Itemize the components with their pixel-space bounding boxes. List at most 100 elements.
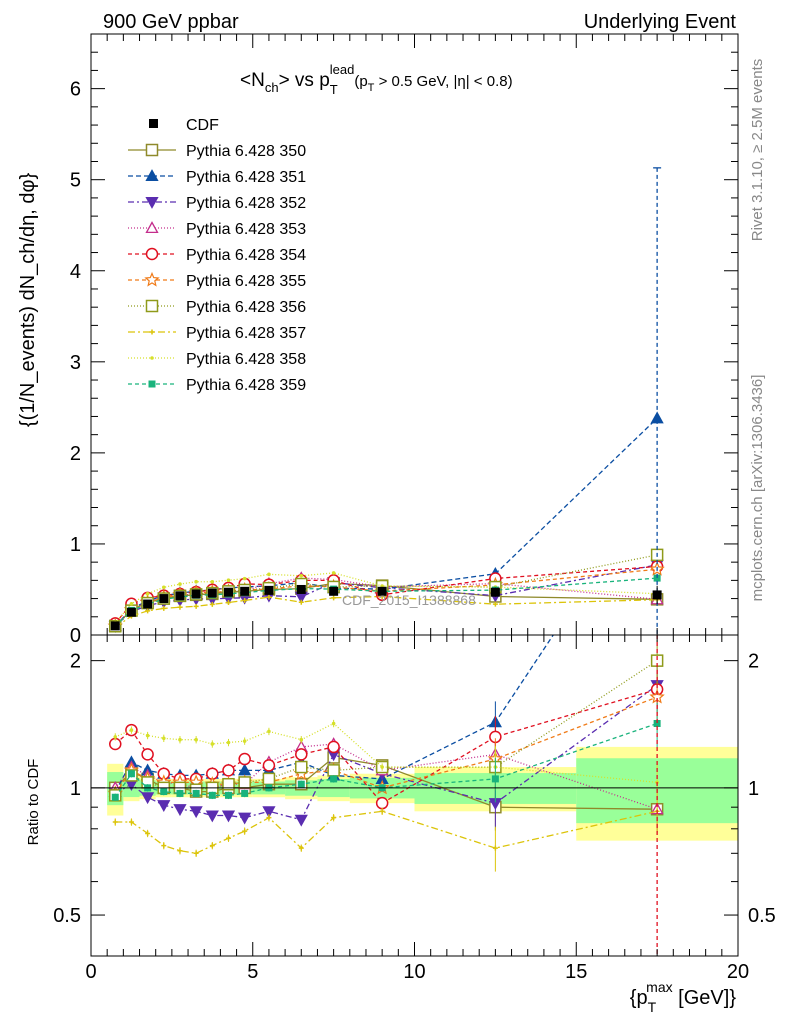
cdf-point: [207, 588, 217, 598]
ratio-point: [262, 759, 276, 772]
legend-marker: [144, 271, 160, 287]
data-point: [177, 604, 183, 610]
ratio-point: [173, 804, 187, 817]
analysis-watermark: CDF_2015_I1388868: [342, 592, 476, 608]
series-ratio-line: [114, 684, 658, 821]
series-ratio-line: [114, 635, 555, 792]
ratio-point: [157, 800, 171, 812]
ratio-point: [111, 793, 119, 801]
ratio-y-tick-label-right: 0.5: [748, 905, 776, 927]
data-point: [242, 597, 248, 603]
data-point: [242, 576, 247, 581]
ratio-point: [327, 740, 340, 754]
ratio-point: [295, 760, 308, 774]
ratio-point: [176, 789, 184, 797]
ratio-point: [242, 828, 248, 834]
y-tick-label: 3: [70, 352, 81, 374]
cdf-point: [191, 589, 201, 599]
legend-label: CDF: [186, 117, 219, 134]
cdf-point: [329, 586, 339, 596]
data-point: [145, 608, 151, 614]
ratio-series: [107, 635, 665, 956]
ratio-y-tick-label: 0.5: [53, 905, 81, 927]
series-line: [114, 595, 658, 628]
x-tick-label: 0: [85, 961, 96, 983]
ratio-point: [379, 808, 385, 814]
ratio-point: [238, 776, 251, 789]
ratio-xlabel: {pTmax [GeV]}: [630, 979, 737, 1015]
cdf-point: [490, 587, 500, 597]
legend-marker: [149, 329, 155, 335]
y-tick-label: 5: [70, 170, 81, 192]
legend-entry: Pythia 6.428 352: [128, 195, 306, 212]
legend-label: Pythia 6.428 351: [186, 169, 306, 186]
data-point: [225, 599, 231, 605]
data-point: [129, 602, 134, 606]
ratio-y-tick-label-right: 2: [748, 651, 759, 673]
legend-entry: Pythia 6.428 359: [128, 377, 306, 394]
data-point: [194, 579, 198, 584]
data-point: [331, 595, 337, 601]
data-point: [209, 601, 215, 607]
ratio-y-tick-label: 1: [70, 778, 81, 800]
data-point: [145, 592, 150, 596]
legend: CDF Pythia 6.428 350 Pythia 6.428 351 Pythi…: [128, 117, 306, 394]
data-point: [331, 571, 336, 575]
ratio-point: [295, 748, 308, 761]
header-left: 900 GeV ppbar: [103, 11, 239, 33]
ratio-point: [221, 810, 236, 823]
ratio-y-tick-label: 2: [70, 651, 81, 673]
ratio-point: [160, 788, 168, 796]
ratio-y-tick-label-right: 1: [748, 778, 759, 800]
ratio-point: [208, 791, 216, 799]
ratio-point: [491, 775, 499, 783]
legend-marker: [145, 169, 159, 182]
rivet-label: Rivet 3.1.10, ≥ 2.5M events: [749, 59, 766, 242]
data-point: [492, 601, 498, 607]
ratio-point: [178, 737, 182, 742]
legend-entry: Pythia 6.428 351: [128, 169, 306, 186]
data-point: [178, 582, 182, 586]
series-ratio: [108, 635, 555, 797]
data-point: [193, 603, 199, 609]
legend-label: Pythia 6.428 353: [186, 221, 306, 238]
ratio-point: [210, 742, 215, 746]
legend-marker: [145, 143, 159, 157]
ratio-point: [128, 819, 134, 825]
ratio-point: [238, 752, 251, 766]
cdf-point: [377, 586, 387, 596]
ratio-point: [331, 815, 337, 821]
data-point: [299, 574, 304, 578]
ratio-point: [141, 792, 155, 805]
ratio-point: [209, 843, 215, 849]
cdf-point: [159, 594, 169, 604]
x-tick-label: 15: [565, 961, 587, 983]
ratio-point: [193, 850, 199, 856]
y-tick-label: 4: [70, 261, 81, 283]
main-series: [107, 167, 665, 635]
ratio-point: [127, 770, 135, 778]
legend-marker: [145, 196, 159, 209]
ratio-point: [262, 772, 276, 786]
cdf-point: [143, 599, 153, 609]
plot-title: <Nch> vs pTlead(pT > 0.5 GeV, |η| < 0.8): [240, 62, 513, 97]
legend-label: Pythia 6.428 352: [186, 195, 306, 212]
legend-label: Pythia 6.428 358: [186, 351, 306, 368]
ratio-point: [177, 848, 183, 854]
legend-entry: Pythia 6.428 350: [128, 143, 306, 160]
ratio-point: [145, 733, 150, 738]
ratio-point: [226, 740, 231, 745]
cdf-point: [126, 607, 136, 617]
legend-entry: Pythia 6.428 357: [128, 325, 306, 342]
legend-label: Pythia 6.428 350: [186, 143, 306, 160]
cdf-point: [264, 585, 274, 595]
cdf-point: [223, 587, 233, 597]
ratio-point: [294, 814, 308, 827]
legend-swatch: [149, 119, 158, 128]
ratio-point: [161, 736, 166, 741]
ratio-point: [129, 728, 134, 732]
legend-entry: Pythia 6.428 353: [128, 221, 306, 238]
ratio-point: [141, 748, 154, 761]
legend-entry: Pythia 6.428 356: [128, 299, 306, 316]
ratio-point: [222, 764, 235, 777]
